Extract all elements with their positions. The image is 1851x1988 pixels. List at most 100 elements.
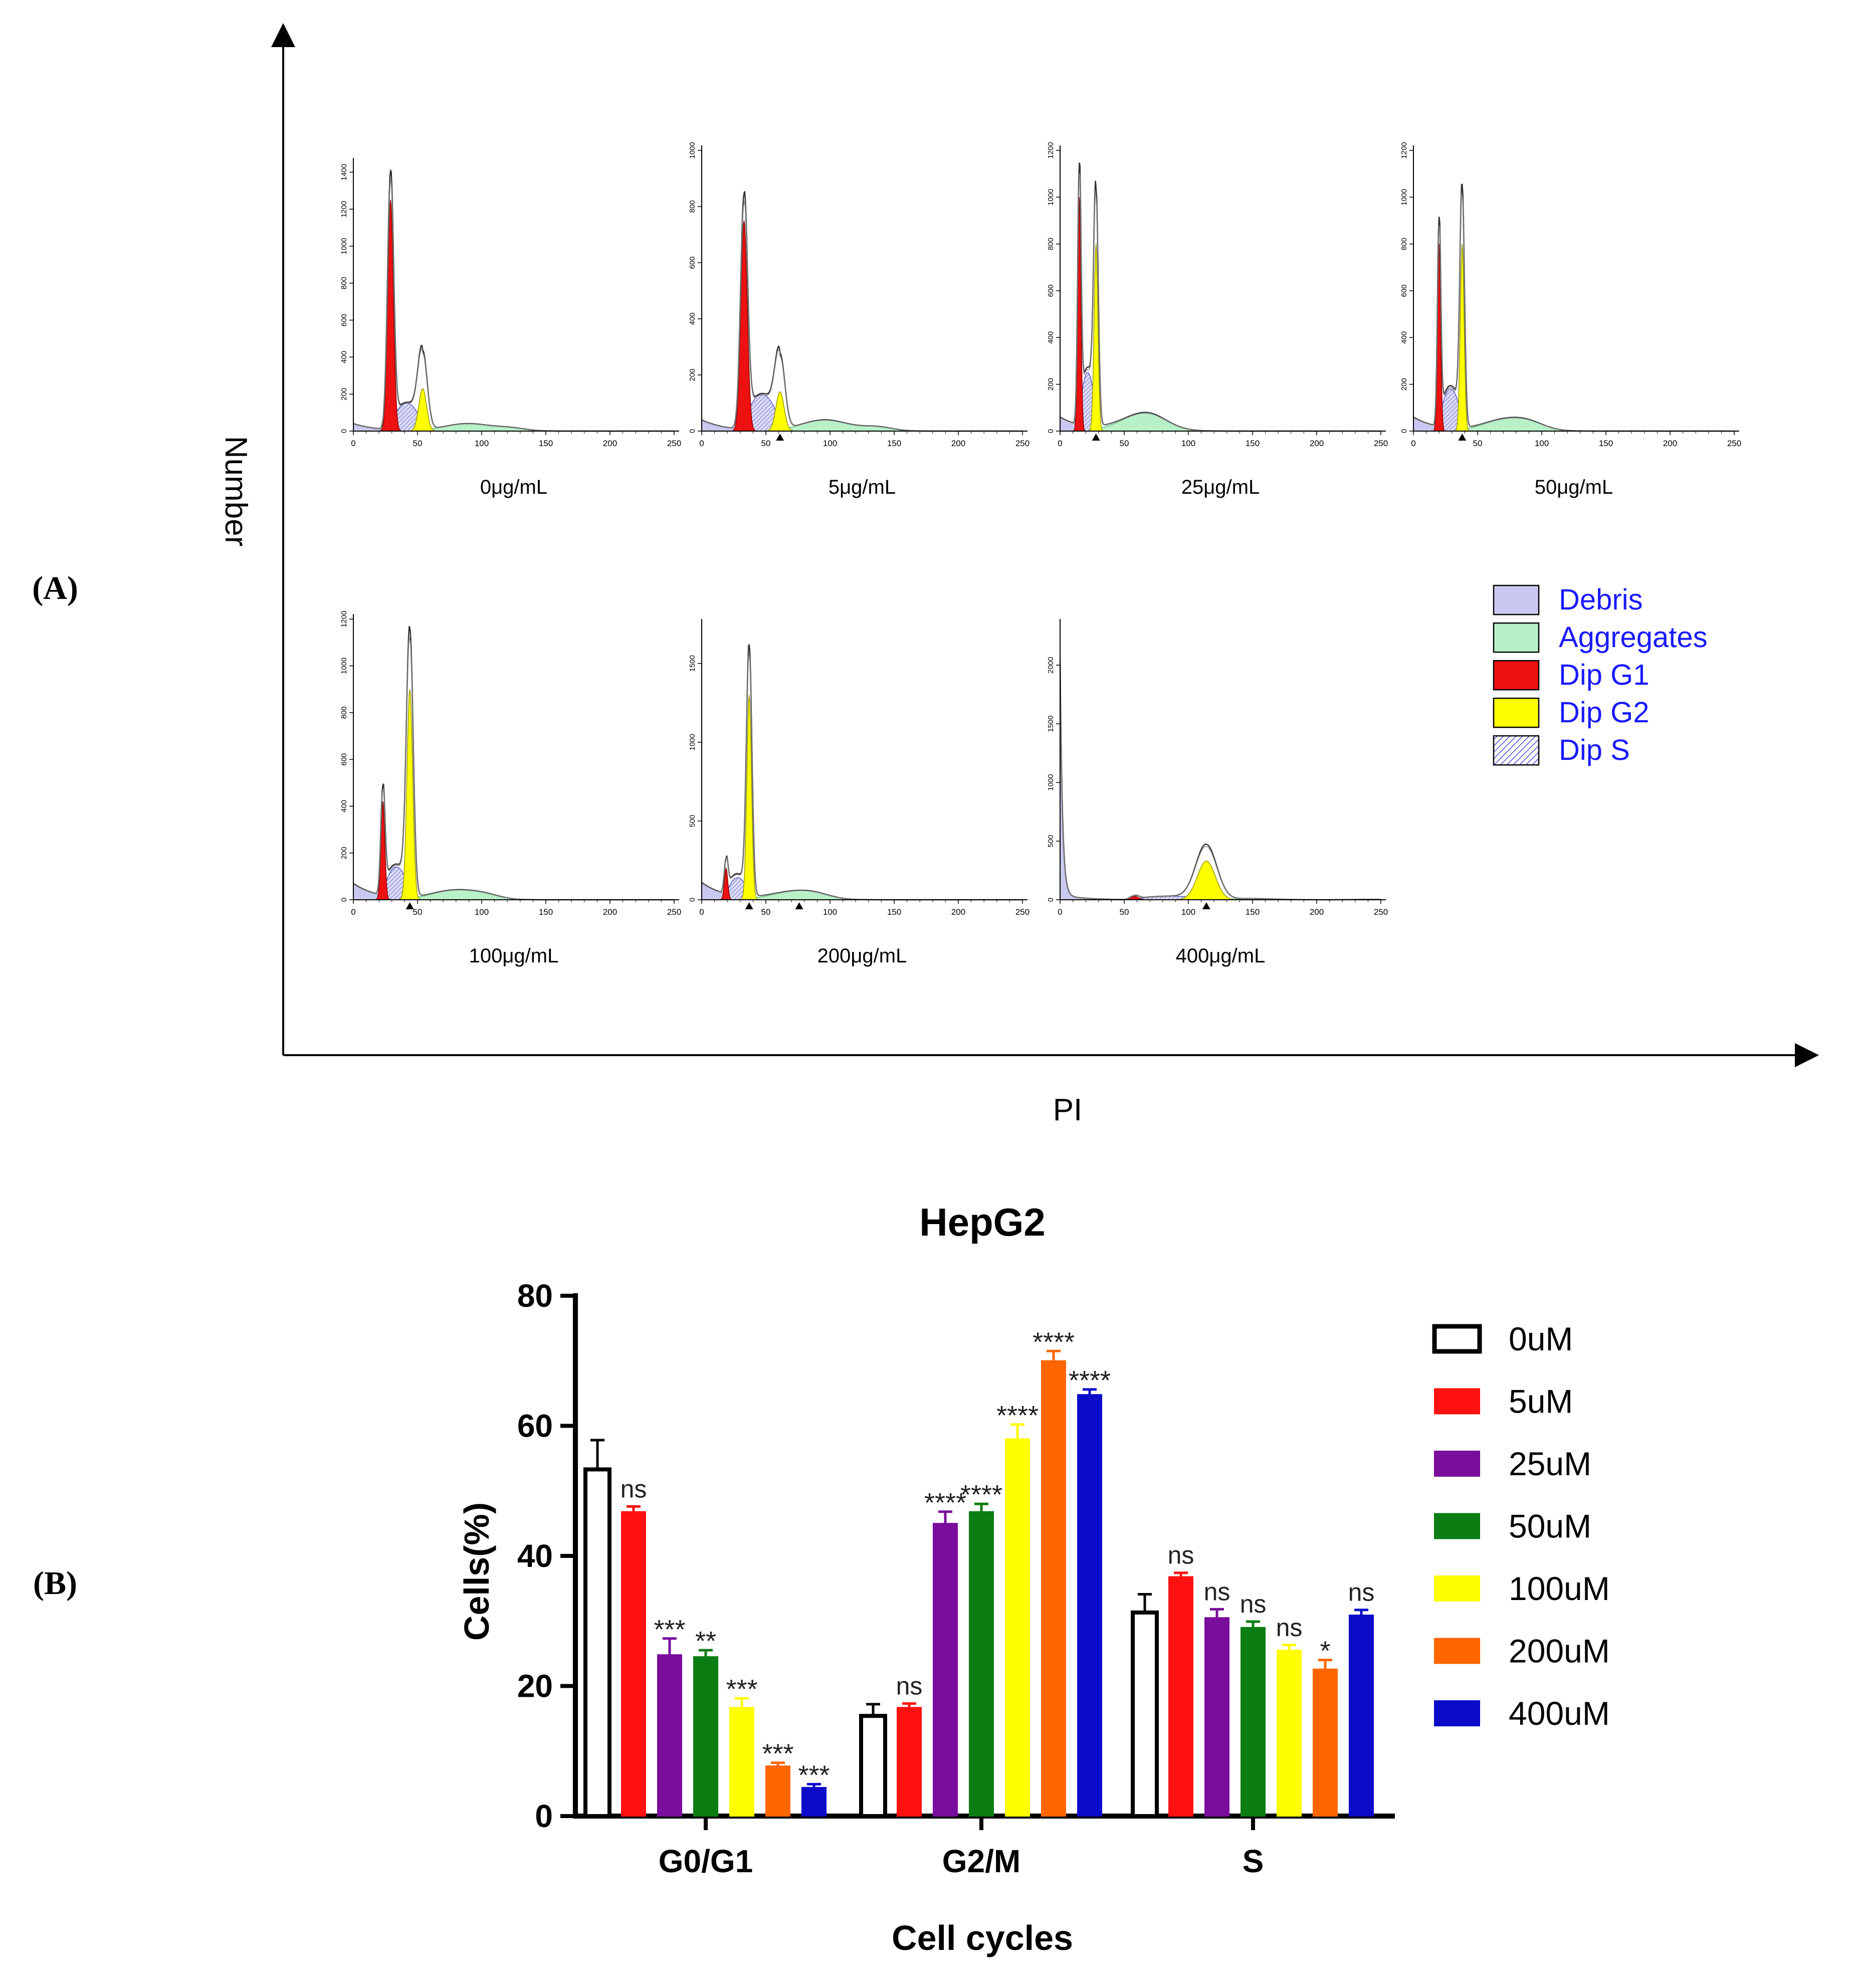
raw-data-line bbox=[353, 180, 674, 432]
histogram-x-tick-label: 200 bbox=[951, 907, 965, 917]
histogram-y-tick-label: 200 bbox=[1400, 378, 1408, 390]
histogram-x-tick-label: 250 bbox=[667, 439, 681, 448]
bar bbox=[1077, 1394, 1102, 1817]
histogram-y-tick-label: 1000 bbox=[1047, 774, 1055, 790]
legend-swatch bbox=[1434, 1513, 1480, 1539]
bar bbox=[657, 1654, 682, 1817]
histogram-x-tick-label: 100 bbox=[823, 907, 837, 917]
histogram-caption: 400μg/mL bbox=[1176, 945, 1266, 967]
histogram-x-tick-label: 50 bbox=[761, 907, 771, 917]
histogram-y-tick-label: 1000 bbox=[1400, 189, 1408, 206]
histogram-panel: 0 200 400 600 800 1000 1200 0 50 100 150 200 250 50μg… bbox=[1400, 142, 1741, 498]
histogram-x-tick-label: 150 bbox=[887, 907, 901, 917]
histogram-y-tick-label: 600 bbox=[340, 753, 348, 765]
dip-g1-area bbox=[702, 220, 1022, 432]
histogram-x-tick-label: 250 bbox=[1374, 907, 1388, 917]
legend-swatch bbox=[1493, 735, 1540, 766]
histogram-y-tick-label: 600 bbox=[1400, 284, 1408, 297]
histogram-y-tick-label: 600 bbox=[340, 314, 348, 326]
x-tick-label: G2/M bbox=[942, 1843, 1020, 1879]
histogram-x-tick-label: 150 bbox=[1599, 439, 1613, 448]
legend-label: Aggregates bbox=[1559, 621, 1708, 654]
histogram-panel: 0 500 1000 1500 0 50 100 150 200 250 200μg/mL bbox=[688, 619, 1030, 967]
histogram-x-tick-label: 0 bbox=[1411, 439, 1415, 448]
histogram-panel: 0 200 400 600 800 1000 1200 1400 0 50 100 150 200 250… bbox=[340, 158, 681, 498]
bar bbox=[583, 1467, 611, 1819]
histogram-x-tick-label: 0 bbox=[351, 439, 355, 448]
histogram-y-tick-label: 0 bbox=[1400, 429, 1408, 433]
histogram-y-tick-label: 200 bbox=[340, 388, 348, 401]
histogram-y-tick-label: 200 bbox=[688, 368, 697, 381]
histogram-x-tick-label: 200 bbox=[951, 439, 965, 448]
histogram-x-tick-label: 250 bbox=[1374, 439, 1388, 448]
panel-a-label: (A) bbox=[32, 570, 78, 607]
peak-marker bbox=[745, 902, 753, 909]
legend-swatch bbox=[1434, 1575, 1480, 1602]
histogram-y-tick-label: 1200 bbox=[1400, 142, 1408, 158]
histogram-panel: 0 200 400 600 800 1000 0 50 100 150 200 250 5μg/mL bbox=[688, 142, 1030, 498]
significance-label: *** bbox=[762, 1739, 793, 1769]
significance-label: ns bbox=[621, 1475, 647, 1503]
histogram-y-tick-label: 400 bbox=[340, 351, 348, 363]
legend-label: Debris bbox=[1559, 583, 1643, 616]
dip-g1-area bbox=[1060, 197, 1381, 432]
histogram-caption: 25μg/mL bbox=[1181, 476, 1260, 498]
histogram-panel: 0 200 400 600 800 1000 1200 0 50 100 150 200 250 25μg… bbox=[1047, 142, 1388, 498]
histogram-x-tick-label: 0 bbox=[1058, 439, 1062, 448]
raw-data-line bbox=[1060, 670, 1381, 900]
legend-label: 100uM bbox=[1509, 1570, 1610, 1607]
bar bbox=[621, 1511, 646, 1817]
legend-swatch bbox=[1493, 584, 1540, 616]
raw-data-line bbox=[353, 637, 674, 900]
histogram-x-tick-label: 150 bbox=[539, 439, 553, 448]
significance-label: **** bbox=[1033, 1327, 1075, 1357]
histogram-y-tick-label: 1500 bbox=[688, 655, 697, 672]
histogram-y-tick-label: 400 bbox=[688, 312, 697, 325]
histogram-x-tick-label: 200 bbox=[1310, 907, 1324, 917]
legend-swatch bbox=[1493, 622, 1540, 653]
dip-g1-area bbox=[353, 200, 674, 432]
histogram-y-tick-label: 800 bbox=[340, 706, 348, 719]
chart-x-label: Cell cycles bbox=[892, 1918, 1073, 1957]
raw-data-line bbox=[1060, 173, 1381, 432]
histogram-x-tick-label: 50 bbox=[1473, 439, 1483, 448]
significance-label: **** bbox=[996, 1401, 1039, 1431]
bar bbox=[801, 1786, 827, 1817]
bar bbox=[1349, 1615, 1374, 1817]
histogram-caption: 0μg/mL bbox=[480, 476, 547, 498]
histogram-x-tick-label: 250 bbox=[1015, 439, 1030, 448]
peak-marker bbox=[1092, 434, 1100, 441]
histogram-y-tick-label: 0 bbox=[340, 429, 348, 433]
histogram-panel: 0 200 400 600 800 1000 1200 0 50 100 150 200 250 100μ… bbox=[340, 611, 681, 967]
histogram-x-tick-label: 150 bbox=[1246, 439, 1260, 448]
bar bbox=[1041, 1360, 1066, 1817]
bar-chart-legend: 0uM 5uM 25uM 50uM 100uM 200uM 400uM bbox=[1432, 1320, 1610, 1732]
bar bbox=[1313, 1668, 1338, 1817]
x-tick-label: S bbox=[1243, 1843, 1264, 1879]
significance-label: ** bbox=[695, 1626, 716, 1656]
legend-label: Dip G1 bbox=[1559, 659, 1650, 691]
bar bbox=[969, 1511, 994, 1817]
significance-label: ns bbox=[1348, 1578, 1375, 1607]
y-tick-label: 80 bbox=[517, 1278, 553, 1314]
histogram-caption: 5μg/mL bbox=[829, 476, 896, 498]
histogram-x-tick-label: 50 bbox=[761, 439, 771, 448]
histogram-y-tick-label: 200 bbox=[1047, 378, 1055, 390]
histogram-y-tick-label: 500 bbox=[1047, 835, 1055, 847]
y-tick-label: 20 bbox=[517, 1668, 553, 1704]
dip-g2-area bbox=[1060, 861, 1381, 900]
histogram-y-tick-label: 0 bbox=[688, 429, 697, 433]
histogram-caption: 100μg/mL bbox=[469, 945, 559, 967]
histogram-x-tick-label: 0 bbox=[1058, 907, 1062, 917]
bar bbox=[933, 1523, 958, 1817]
histogram-y-tick-label: 1000 bbox=[1047, 189, 1055, 206]
legend-swatch bbox=[1434, 1638, 1480, 1664]
histogram-x-tick-label: 200 bbox=[603, 439, 617, 448]
histogram-y-tick-label: 1200 bbox=[1047, 142, 1055, 158]
dip-s-area bbox=[353, 866, 674, 900]
legend-label: 200uM bbox=[1509, 1633, 1610, 1670]
dip-g2-area bbox=[702, 695, 1022, 900]
histogram-y-tick-label: 800 bbox=[1400, 238, 1408, 250]
